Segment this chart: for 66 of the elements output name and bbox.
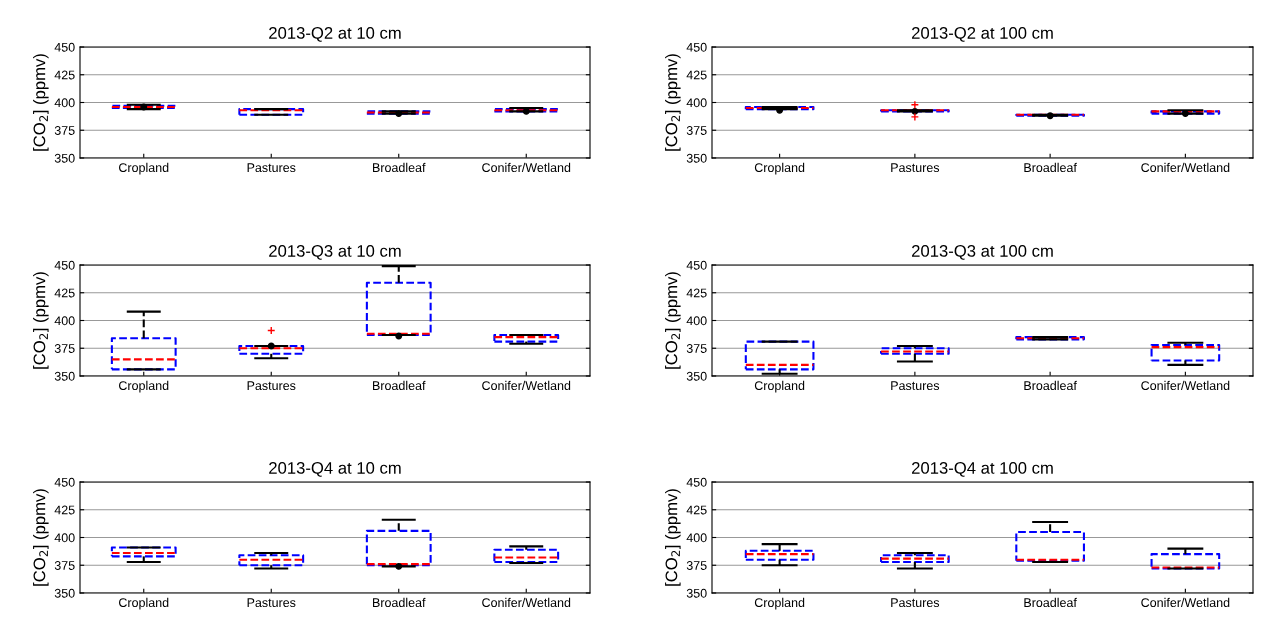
x-tick-label: Cropland [754, 597, 805, 610]
x-tick-label: Cropland [119, 597, 169, 610]
x-tick-label: Pastures [891, 381, 940, 391]
chart-title: 2013-Q2 at 10 cm [269, 27, 401, 42]
y-tick-label: 450 [686, 260, 707, 270]
x-tick-label: Broadleaf [373, 380, 426, 391]
y-tick-label: 350 [686, 153, 707, 163]
y-tick-label: 425 [54, 505, 75, 515]
y-axis-title: [CO$_{2}$] (ppmv) [33, 489, 49, 586]
chart-title: 2013-Q4 at 10 cm [269, 462, 401, 477]
y-tick-label: 350 [686, 371, 707, 381]
y-tick-label: 400 [54, 533, 75, 543]
chart-title: 2013-Q2 at 100 cm [912, 27, 1053, 42]
x-tick-label: Cropland [754, 162, 805, 175]
x-tick-label: Conifer/Wetland [482, 597, 571, 608]
y-tick-label: 375 [686, 561, 707, 570]
y-tick-label: 425 [54, 288, 75, 298]
y-tick-label: 450 [686, 477, 707, 487]
x-tick-label: Broadleaf [373, 597, 426, 608]
chart-title: 2013-Q4 at 100 cm [912, 462, 1053, 477]
y-tick-label: 400 [686, 98, 707, 108]
y-tick-label: 450 [686, 42, 707, 52]
y-tick-label: 375 [686, 126, 707, 135]
x-tick-label: Conifer/Wetland [482, 380, 571, 391]
y-tick-label: 400 [54, 98, 75, 108]
x-tick-label: Pastures [891, 598, 940, 608]
y-tick-label: 375 [54, 344, 75, 353]
x-tick-label: Pastures [891, 163, 940, 173]
y-tick-label: 350 [54, 153, 75, 163]
y-tick-label: 375 [54, 126, 75, 135]
y-tick-label: 350 [686, 588, 707, 598]
x-tick-label: Conifer/Wetland [1141, 162, 1230, 173]
y-tick-label: 450 [54, 42, 75, 52]
y-tick-label: 350 [54, 588, 75, 598]
y-axis-title: [CO$_{2}$] (ppmv) [33, 54, 49, 151]
x-tick-label: Broadleaf [1024, 380, 1077, 391]
x-tick-label: Cropland [119, 162, 169, 175]
y-axis-title: [CO$_{2}$] (ppmv) [665, 272, 681, 369]
x-tick-label: Broadleaf [1024, 597, 1077, 608]
y-tick-label: 350 [54, 371, 75, 381]
x-tick-label: Pastures [247, 163, 296, 173]
x-tick-label: Conifer/Wetland [482, 162, 571, 173]
y-tick-label: 425 [686, 288, 707, 298]
x-tick-label: Cropland [119, 380, 169, 393]
y-tick-label: 425 [686, 505, 707, 515]
x-tick-label: Cropland [754, 380, 805, 393]
x-tick-label: Conifer/Wetland [1141, 380, 1230, 391]
y-tick-label: 375 [54, 561, 75, 570]
y-tick-label: 400 [54, 316, 75, 326]
y-axis-title: [CO$_{2}$] (ppmv) [665, 489, 681, 586]
chart-title: 2013-Q3 at 100 cm [912, 245, 1053, 260]
y-tick-label: 425 [686, 70, 707, 80]
y-tick-label: 450 [54, 260, 75, 270]
y-axis-title: [CO$_{2}$] (ppmv) [33, 272, 49, 369]
x-tick-label: Pastures [247, 381, 296, 391]
y-tick-label: 425 [54, 70, 75, 80]
x-tick-label: Broadleaf [1024, 162, 1077, 173]
x-tick-label: Broadleaf [373, 162, 426, 173]
x-tick-label: Pastures [247, 598, 296, 608]
x-tick-label: Conifer/Wetland [1141, 597, 1230, 608]
chart-title: 2013-Q3 at 10 cm [269, 245, 401, 260]
y-tick-label: 450 [54, 477, 75, 487]
y-axis-title: [CO$_{2}$] (ppmv) [665, 54, 681, 151]
y-tick-label: 400 [686, 316, 707, 326]
y-tick-label: 400 [686, 533, 707, 543]
y-tick-label: 375 [686, 344, 707, 353]
